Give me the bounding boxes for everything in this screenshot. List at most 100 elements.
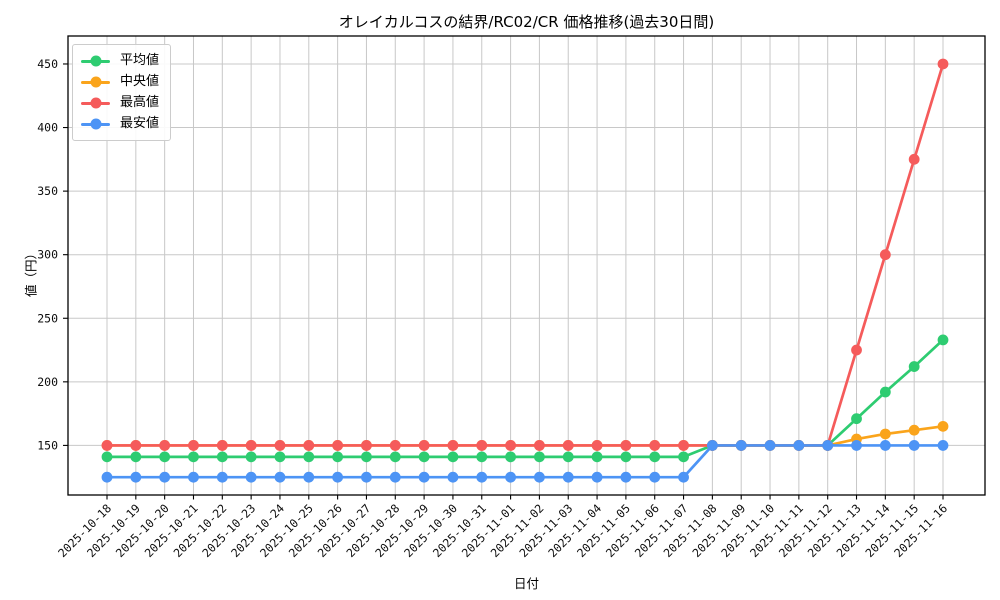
legend-item-min: 最安値 (81, 116, 159, 132)
series-line (105, 338, 945, 459)
x-tick-labels: 2025-10-182025-10-192025-10-202025-10-21… (55, 501, 950, 560)
data-point (937, 58, 949, 70)
axes-frame (67, 35, 986, 496)
series-line (105, 424, 945, 447)
data-point (620, 451, 632, 463)
data-point (793, 440, 805, 451)
y-tick-label: 200 (37, 375, 58, 389)
data-point (937, 440, 949, 451)
data-point (418, 440, 430, 451)
data-point (534, 451, 545, 463)
data-point (389, 440, 401, 451)
legend: 平均値 中央値 最高値 最安値 (72, 44, 172, 141)
data-point (908, 153, 920, 165)
data-point (245, 440, 257, 451)
data-point (591, 440, 603, 451)
max-line-marker-icon (81, 97, 110, 110)
data-point (159, 440, 171, 451)
data-point (476, 451, 488, 463)
data-point (245, 451, 257, 463)
y-tick-label: 250 (37, 311, 58, 325)
data-point (879, 440, 891, 451)
data-point (245, 471, 257, 483)
data-point (159, 451, 171, 463)
data-point (130, 440, 142, 451)
data-point (908, 440, 920, 451)
data-point (851, 413, 862, 425)
data-point (130, 451, 142, 463)
data-point (476, 471, 488, 483)
data-point (937, 420, 949, 432)
data-point (418, 451, 430, 463)
data-point (303, 471, 315, 483)
y-tick-label: 350 (37, 184, 58, 198)
data-point (908, 361, 920, 372)
data-point (101, 471, 113, 483)
data-point (361, 440, 372, 451)
data-point (879, 249, 891, 261)
legend-item-max: 最高値 (81, 95, 159, 111)
data-point (591, 471, 603, 483)
axis-ticks (63, 63, 944, 500)
y-tick-label: 150 (37, 438, 58, 452)
data-point (591, 451, 603, 463)
data-point (361, 451, 372, 463)
data-point (332, 440, 344, 451)
data-point (649, 451, 661, 463)
min-line-marker-icon (81, 118, 110, 131)
legend-item-average: 平均値 (81, 53, 159, 69)
data-point (159, 471, 171, 483)
data-point (735, 440, 747, 451)
chart-title: オレイカルコスの結界/RC02/CR 価格推移(過去30日間) (338, 13, 715, 31)
series-3 (101, 440, 949, 483)
data-point (188, 471, 199, 483)
data-point (908, 424, 920, 436)
data-point (274, 471, 286, 483)
data-point (389, 451, 401, 463)
data-point (937, 334, 949, 346)
data-point (101, 451, 113, 463)
data-point (562, 471, 574, 483)
data-point (505, 451, 516, 463)
data-point (216, 440, 228, 451)
data-point (303, 440, 315, 451)
data-point (274, 440, 286, 451)
data-point (822, 440, 834, 451)
data-point (361, 471, 372, 483)
data-point (505, 440, 516, 451)
data-point (562, 451, 574, 463)
data-point (447, 471, 459, 483)
median-line-marker-icon (81, 76, 110, 89)
x-axis-label: 日付 (513, 576, 539, 591)
data-point (332, 451, 344, 463)
data-point (706, 440, 718, 451)
data-point (534, 471, 545, 483)
legend-label-median: 中央値 (120, 74, 160, 89)
data-point (620, 440, 632, 451)
data-point (101, 440, 113, 451)
data-point (389, 471, 401, 483)
legend-label-max: 最高値 (120, 95, 160, 110)
y-tick-label: 400 (37, 121, 58, 135)
data-point (851, 344, 862, 356)
series-0 (101, 334, 949, 463)
data-point (649, 440, 661, 451)
data-point (188, 451, 199, 463)
data-point (188, 440, 199, 451)
average-line-marker-icon (81, 55, 110, 68)
data-point (476, 440, 488, 451)
y-tick-label: 450 (37, 57, 58, 71)
data-point (332, 471, 344, 483)
series-line (105, 444, 945, 479)
legend-label-average: 平均値 (120, 53, 160, 68)
legend-item-median: 中央値 (81, 74, 159, 90)
data-point (678, 471, 689, 483)
data-point (678, 451, 689, 463)
data-point (130, 471, 142, 483)
data-point (562, 440, 574, 451)
data-point (418, 471, 430, 483)
data-point (764, 440, 776, 451)
data-point (303, 451, 315, 463)
data-point (534, 440, 545, 451)
